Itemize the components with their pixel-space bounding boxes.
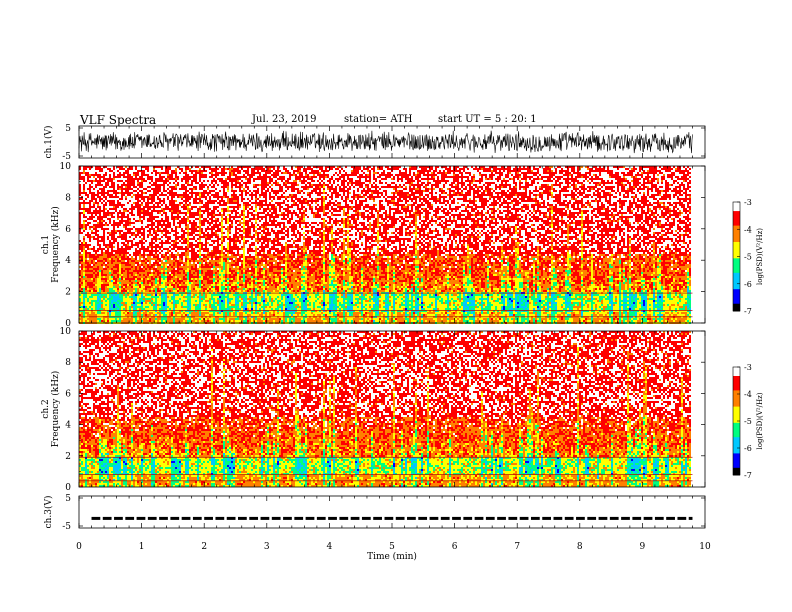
x-tick-label: 5 (389, 542, 395, 552)
x-tick-label: 6 (452, 542, 458, 552)
y-tick-label: 6 (65, 225, 71, 235)
y-tick-label: -5 (62, 522, 71, 532)
colorbar-tick-label: -5 (744, 253, 752, 262)
colorbar-tick-label: -5 (744, 417, 752, 426)
y-axis-label: ch.2 (41, 399, 51, 418)
x-tick-label: 3 (264, 542, 270, 552)
spectrogram-1 (79, 166, 692, 324)
y-tick-label: 0 (65, 483, 71, 493)
ch1-signal-path (79, 131, 693, 153)
y-tick-label: 10 (60, 327, 72, 337)
y-tick-label: 4 (65, 421, 71, 431)
colorbar-tick-label: -7 (744, 307, 752, 316)
y-tick-label: 5 (65, 124, 71, 134)
colorbar-tick-label: -6 (744, 444, 752, 453)
colorbar-tick-label: -4 (744, 225, 752, 234)
colorbar-tick-label: -7 (744, 471, 752, 480)
y-tick-label: 8 (65, 193, 71, 203)
y-axis-label: ch.1 (41, 235, 51, 254)
ch1-waveform-trace (79, 131, 693, 153)
x-tick-label: 8 (577, 542, 583, 552)
colorbar-tick-label: -3 (744, 198, 752, 207)
spectrogram-2 (79, 331, 692, 487)
x-tick-label: 2 (201, 542, 207, 552)
y-tick-label: 4 (65, 256, 71, 266)
y-tick-label: -5 (62, 152, 71, 162)
colorbar-2: -3 -4 -5 -6 -7 log(PSD)(V²/Hz) (733, 363, 764, 480)
colorbar-1: -3 -4 -5 -6 -7 log(PSD)(V²/Hz) (733, 198, 764, 316)
x-tick-label: 4 (327, 542, 333, 552)
x-tick-label: 10 (699, 542, 711, 552)
y-tick-label: 6 (65, 389, 71, 399)
y-tick-label: 8 (65, 358, 71, 368)
x-tick-label: 7 (514, 542, 520, 552)
colorbar-label: log(PSD)(V²/Hz) (756, 392, 764, 449)
colorbar-label: log(PSD)(V²/Hz) (756, 228, 764, 285)
colorbar-tick-label: -6 (744, 280, 752, 289)
colorbar-tick-label: -3 (744, 363, 752, 372)
x-tick-label: 0 (76, 542, 82, 552)
y-axis-label: Frequency (kHz) (50, 371, 61, 448)
y-tick-label: 5 (65, 494, 71, 504)
y-tick-label: 10 (60, 162, 72, 172)
colorbar-tick-label: -4 (744, 390, 752, 399)
y-tick-label: 2 (65, 288, 71, 298)
y-tick-label: 2 (65, 452, 71, 462)
x-tick-label: 9 (640, 542, 646, 552)
y-axis-label: ch.1(V) (43, 126, 54, 159)
x-tick-label: 1 (139, 542, 145, 552)
x-axis-label: Time (min) (367, 551, 417, 562)
y-axis-label: ch.3(V) (43, 496, 54, 529)
y-axis-label: Frequency (kHz) (50, 206, 61, 283)
